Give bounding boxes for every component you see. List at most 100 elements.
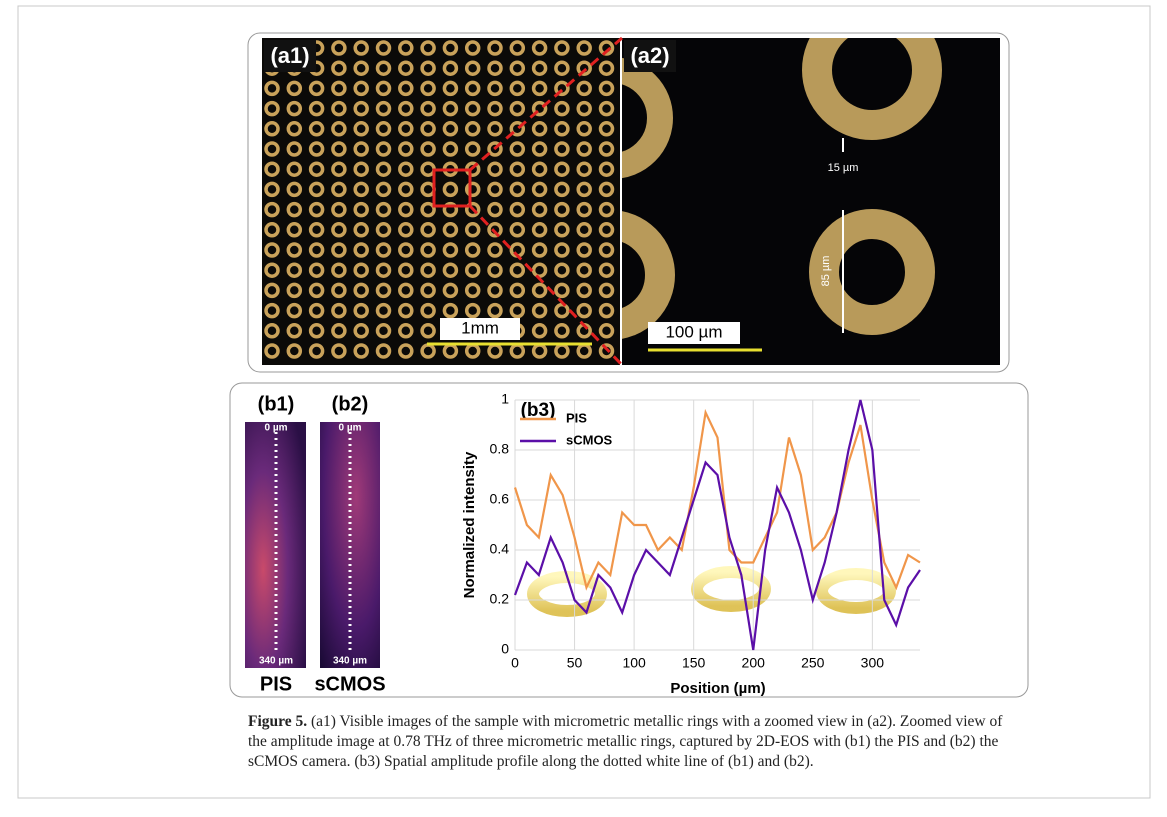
ring bbox=[442, 181, 459, 198]
ring bbox=[487, 222, 503, 238]
ring bbox=[442, 222, 459, 238]
ring bbox=[286, 80, 303, 97]
panel-label: (a1) bbox=[270, 43, 309, 68]
ring bbox=[398, 100, 414, 117]
ring bbox=[264, 242, 280, 258]
ring bbox=[554, 262, 570, 278]
ring bbox=[487, 40, 503, 56]
a1-rings bbox=[264, 40, 615, 359]
ring bbox=[398, 282, 414, 299]
ring bbox=[531, 201, 548, 218]
ring bbox=[442, 282, 459, 299]
ring bbox=[331, 222, 347, 238]
ring bbox=[375, 100, 392, 117]
ring bbox=[353, 141, 369, 157]
ring bbox=[331, 80, 347, 97]
ring bbox=[531, 161, 548, 177]
ring bbox=[375, 121, 392, 137]
ring bbox=[398, 161, 414, 177]
ring bbox=[531, 262, 548, 278]
ring bbox=[353, 302, 369, 319]
ring bbox=[464, 60, 481, 76]
ring bbox=[308, 161, 325, 177]
ring bbox=[286, 282, 303, 299]
ring bbox=[598, 80, 615, 97]
ring bbox=[375, 343, 392, 359]
ring bbox=[487, 121, 503, 137]
panel-label: (b2) bbox=[332, 393, 369, 415]
ring bbox=[487, 262, 503, 278]
ring bbox=[331, 323, 347, 339]
ring bbox=[308, 323, 325, 339]
ring bbox=[442, 121, 459, 137]
ring bbox=[598, 161, 615, 177]
ring bbox=[487, 161, 503, 177]
ring bbox=[509, 282, 526, 299]
ring bbox=[353, 222, 369, 238]
ring bbox=[531, 121, 548, 137]
a2-rings bbox=[622, 38, 942, 339]
ring bbox=[442, 100, 459, 117]
ring bbox=[398, 80, 414, 97]
ring bbox=[331, 141, 347, 157]
ring bbox=[598, 262, 615, 278]
zoom-line bbox=[468, 204, 624, 367]
data-line bbox=[513, 399, 921, 651]
ring bbox=[509, 80, 526, 97]
ring bbox=[464, 80, 481, 97]
x-tick-label: 0 bbox=[511, 655, 519, 671]
ring bbox=[353, 121, 369, 137]
ring bbox=[398, 60, 414, 76]
ring bbox=[576, 302, 592, 319]
ring bbox=[464, 262, 481, 278]
ring bbox=[286, 323, 303, 339]
legend-label: PIS bbox=[566, 410, 587, 425]
ring bbox=[487, 302, 503, 319]
ring bbox=[531, 302, 548, 319]
data-line bbox=[513, 408, 921, 591]
ring bbox=[464, 141, 481, 157]
ring bbox=[308, 262, 325, 278]
ring bbox=[308, 282, 325, 299]
ring bbox=[554, 121, 570, 137]
ring bbox=[375, 181, 392, 198]
ring bbox=[464, 121, 481, 137]
x-tick-label: 250 bbox=[801, 655, 825, 671]
ring bbox=[598, 60, 615, 76]
ring bbox=[264, 343, 280, 359]
profile-end: 340 µm bbox=[259, 656, 293, 667]
ring bbox=[554, 80, 570, 97]
ring bbox=[286, 222, 303, 238]
ring bbox=[442, 60, 459, 76]
ring bbox=[331, 161, 347, 177]
ring bbox=[554, 141, 570, 157]
ring bbox=[554, 201, 570, 218]
ring bbox=[487, 60, 503, 76]
zoom-line bbox=[469, 36, 623, 172]
scale-bg bbox=[440, 318, 520, 340]
ring bbox=[487, 201, 503, 218]
ring bbox=[531, 100, 548, 117]
scale-bg bbox=[648, 322, 740, 344]
ring bbox=[464, 222, 481, 238]
ring bbox=[442, 141, 459, 157]
ring bbox=[308, 242, 325, 258]
ring bbox=[375, 60, 392, 76]
scale-label: 100 µm bbox=[665, 322, 722, 341]
ring bbox=[353, 343, 369, 359]
y-tick-label: 1 bbox=[501, 391, 509, 407]
ring bbox=[509, 181, 526, 198]
ring bbox=[353, 323, 369, 339]
ring bbox=[308, 181, 325, 198]
y-tick-label: 0.6 bbox=[490, 491, 510, 507]
ring bbox=[286, 343, 303, 359]
ring bbox=[554, 100, 570, 117]
ring bbox=[264, 161, 280, 177]
ring bbox=[398, 40, 414, 56]
ring bbox=[375, 242, 392, 258]
x-tick-label: 300 bbox=[861, 655, 885, 671]
image-name: sCMOS bbox=[314, 673, 385, 695]
panel-label: (a2) bbox=[630, 43, 669, 68]
ring bbox=[308, 343, 325, 359]
